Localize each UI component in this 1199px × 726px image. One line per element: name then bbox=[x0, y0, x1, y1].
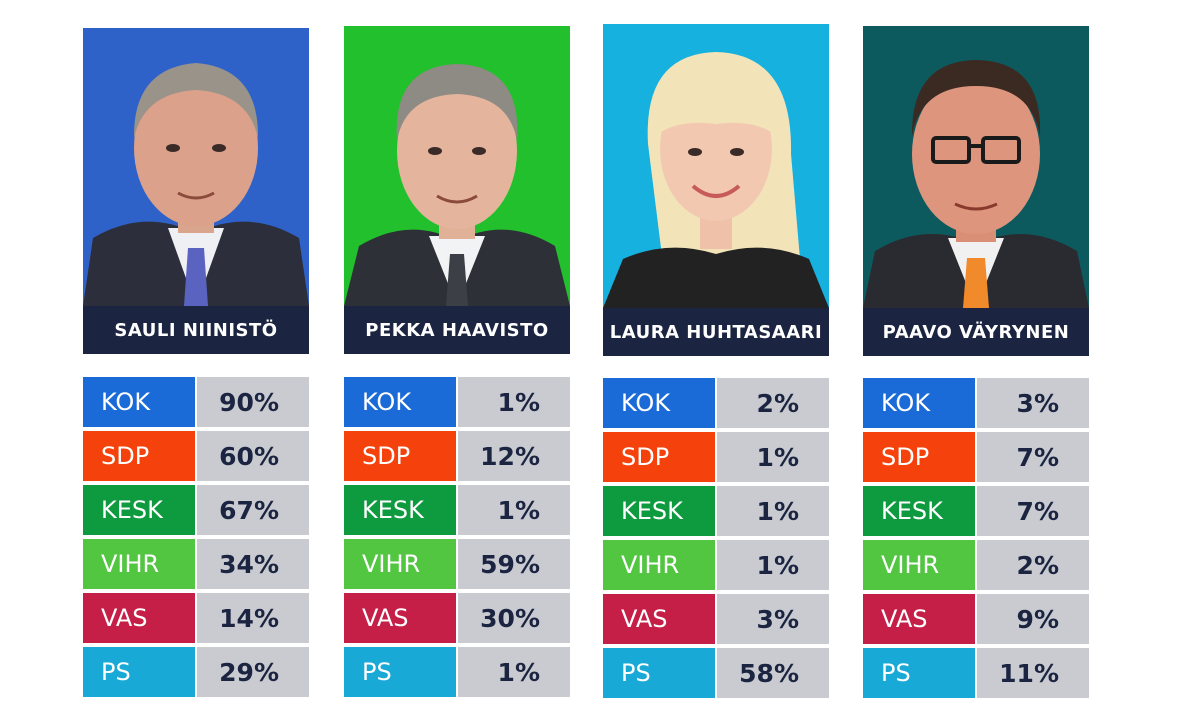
party-label: SDP bbox=[603, 432, 715, 482]
percentage-value: 90% bbox=[197, 377, 309, 427]
result-row: KOK 2% bbox=[603, 378, 829, 428]
result-row: KOK 90% bbox=[83, 377, 309, 427]
candidate-photo bbox=[603, 24, 829, 308]
tie bbox=[963, 258, 989, 308]
percentage-value: 1% bbox=[458, 485, 570, 535]
percentage-value: 3% bbox=[717, 594, 829, 644]
glasses-right bbox=[981, 136, 1021, 164]
candidate-photo bbox=[344, 26, 570, 306]
candidate-name: PAAVO VÄYRYNEN bbox=[863, 308, 1089, 356]
result-row: KESK 1% bbox=[344, 485, 570, 535]
percentage-value: 1% bbox=[717, 486, 829, 536]
party-label: VAS bbox=[344, 593, 456, 643]
party-label: PS bbox=[863, 648, 975, 698]
party-label: VAS bbox=[83, 593, 195, 643]
result-row: KESK 1% bbox=[603, 486, 829, 536]
percentage-value: 9% bbox=[977, 594, 1089, 644]
party-label: VIHR bbox=[83, 539, 195, 589]
glasses-left bbox=[931, 136, 971, 164]
top bbox=[603, 247, 829, 308]
percentage-value: 58% bbox=[717, 648, 829, 698]
party-label: KESK bbox=[344, 485, 456, 535]
party-label: VAS bbox=[603, 594, 715, 644]
face bbox=[912, 74, 1040, 234]
party-label: KOK bbox=[83, 377, 195, 427]
result-row: PS 11% bbox=[863, 648, 1089, 698]
party-label: SDP bbox=[83, 431, 195, 481]
percentage-value: 34% bbox=[197, 539, 309, 589]
percentage-value: 3% bbox=[977, 378, 1089, 428]
candidate-photo bbox=[83, 28, 309, 306]
percentage-value: 1% bbox=[717, 432, 829, 482]
result-row: SDP 7% bbox=[863, 432, 1089, 482]
percentage-value: 7% bbox=[977, 432, 1089, 482]
result-row: VAS 3% bbox=[603, 594, 829, 644]
candidate-name: SAULI NIINISTÖ bbox=[83, 306, 309, 354]
party-label: KESK bbox=[603, 486, 715, 536]
party-label: PS bbox=[83, 647, 195, 697]
percentage-value: 59% bbox=[458, 539, 570, 589]
party-label: KESK bbox=[83, 485, 195, 535]
percentage-value: 11% bbox=[977, 648, 1089, 698]
result-row: PS 29% bbox=[83, 647, 309, 697]
result-row: VAS 9% bbox=[863, 594, 1089, 644]
percentage-value: 1% bbox=[717, 540, 829, 590]
result-row: VIHR 59% bbox=[344, 539, 570, 589]
face bbox=[134, 70, 258, 226]
percentage-value: 12% bbox=[458, 431, 570, 481]
result-row: VAS 30% bbox=[344, 593, 570, 643]
result-row: VIHR 34% bbox=[83, 539, 309, 589]
result-row: KESK 67% bbox=[83, 485, 309, 535]
candidate-photo bbox=[863, 26, 1089, 308]
percentage-value: 1% bbox=[458, 647, 570, 697]
result-row: PS 1% bbox=[344, 647, 570, 697]
percentage-value: 14% bbox=[197, 593, 309, 643]
hair bbox=[396, 64, 518, 141]
percentage-value: 29% bbox=[197, 647, 309, 697]
percentage-value: 30% bbox=[458, 593, 570, 643]
face bbox=[397, 73, 517, 229]
percentage-value: 1% bbox=[458, 377, 570, 427]
hair bbox=[133, 63, 259, 138]
party-label: PS bbox=[603, 648, 715, 698]
party-label: SDP bbox=[344, 431, 456, 481]
party-label: KOK bbox=[344, 377, 456, 427]
party-label: VIHR bbox=[603, 540, 715, 590]
result-row: SDP 60% bbox=[83, 431, 309, 481]
percentage-value: 67% bbox=[197, 485, 309, 535]
tie bbox=[446, 254, 468, 306]
party-label: PS bbox=[344, 647, 456, 697]
party-label: SDP bbox=[863, 432, 975, 482]
hair-bangs bbox=[657, 62, 775, 134]
result-row: VAS 14% bbox=[83, 593, 309, 643]
candidate-name: LAURA HUHTASAARI bbox=[603, 308, 829, 356]
party-label: VIHR bbox=[344, 539, 456, 589]
party-label: VAS bbox=[863, 594, 975, 644]
candidate-name: PEKKA HAAVISTO bbox=[344, 306, 570, 354]
percentage-value: 2% bbox=[717, 378, 829, 428]
hair bbox=[911, 60, 1041, 136]
result-row: SDP 1% bbox=[603, 432, 829, 482]
result-row: KOK 3% bbox=[863, 378, 1089, 428]
percentage-value: 7% bbox=[977, 486, 1089, 536]
result-row: VIHR 1% bbox=[603, 540, 829, 590]
result-row: SDP 12% bbox=[344, 431, 570, 481]
result-row: KESK 7% bbox=[863, 486, 1089, 536]
tie bbox=[184, 248, 208, 306]
party-label: VIHR bbox=[863, 540, 975, 590]
result-row: PS 58% bbox=[603, 648, 829, 698]
party-label: KOK bbox=[863, 378, 975, 428]
percentage-value: 60% bbox=[197, 431, 309, 481]
party-label: KOK bbox=[603, 378, 715, 428]
party-label: KESK bbox=[863, 486, 975, 536]
percentage-value: 2% bbox=[977, 540, 1089, 590]
result-row: VIHR 2% bbox=[863, 540, 1089, 590]
result-row: KOK 1% bbox=[344, 377, 570, 427]
